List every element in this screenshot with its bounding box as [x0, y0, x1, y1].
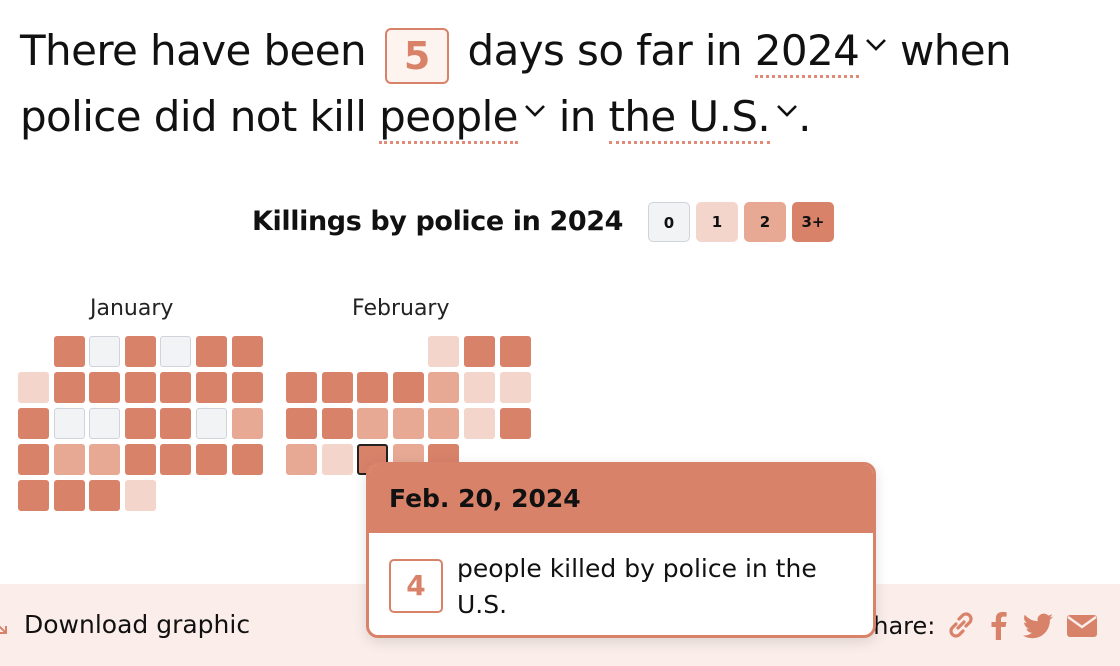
subject-dropdown[interactable]: people [379, 92, 546, 144]
day-cell-jan-15[interactable] [53, 408, 85, 439]
tooltip-description: people killed by police in the U.S. [457, 554, 817, 619]
day-cell-jan-29[interactable] [53, 480, 85, 511]
day-cell-jan-9[interactable] [89, 372, 121, 403]
month-label-february: February [352, 296, 450, 321]
day-cell-feb-5[interactable] [321, 372, 353, 403]
day-tooltip: Feb. 20, 2024 4 people killed by police … [366, 462, 876, 638]
headline-period: . [798, 92, 811, 141]
day-cell-jan-21[interactable] [18, 444, 49, 475]
tooltip-date: Feb. 20, 2024 [369, 465, 873, 533]
download-icon [0, 620, 8, 634]
day-cell-jan-30[interactable] [89, 480, 121, 511]
place-dropdown[interactable]: the U.S. [608, 92, 799, 144]
day-cell-jan-26[interactable] [196, 444, 227, 475]
day-count-badge: 5 [384, 28, 449, 84]
day-cell-jan-1[interactable] [53, 336, 85, 367]
day-cell-jan-3[interactable] [124, 336, 156, 367]
year-dropdown[interactable]: 2024 [754, 26, 888, 78]
legend: Killings by police in 2024 0 1 2 3+ [0, 202, 1120, 242]
download-graphic-button[interactable]: Download graphic [24, 610, 251, 639]
day-cell-jan-31[interactable] [124, 480, 156, 511]
day-cell-jan-6[interactable] [231, 336, 263, 367]
day-cell-jan-13[interactable] [231, 372, 263, 403]
day-cell-feb-1[interactable] [428, 336, 460, 367]
twitter-icon[interactable] [1020, 608, 1056, 642]
day-cell-jan-17[interactable] [124, 408, 156, 439]
day-cell-jan-14[interactable] [18, 408, 49, 439]
day-cell-feb-6[interactable] [357, 372, 389, 403]
headline-text-1: There have been [20, 26, 367, 75]
chevron-down-icon [776, 99, 798, 121]
legend-title: Killings by police in 2024 [252, 206, 624, 237]
day-cell-feb-11[interactable] [286, 408, 317, 439]
day-cell-feb-12[interactable] [321, 408, 353, 439]
day-cell-feb-9[interactable] [464, 372, 495, 403]
day-cell-feb-2[interactable] [464, 336, 495, 367]
day-cell-jan-11[interactable] [160, 372, 192, 403]
headline-text-4: police did not kill [20, 92, 367, 141]
tooltip-count-badge: 4 [389, 559, 443, 613]
day-cell-feb-4[interactable] [286, 372, 317, 403]
day-cell-jan-12[interactable] [196, 372, 227, 403]
headline: There have been 5 days so far in 2024 wh… [20, 18, 1110, 150]
day-cell-feb-17[interactable] [499, 408, 531, 439]
place-dropdown-value: the U.S. [608, 92, 771, 144]
day-cell-jan-16[interactable] [89, 408, 121, 439]
day-cell-feb-13[interactable] [357, 408, 389, 439]
day-cell-jan-22[interactable] [53, 444, 85, 475]
day-cell-jan-27[interactable] [231, 444, 263, 475]
day-cell-jan-18[interactable] [160, 408, 192, 439]
legend-item-0: 0 [648, 202, 690, 242]
day-cell-jan-5[interactable] [196, 336, 227, 367]
legend-item-2: 2 [744, 202, 786, 242]
day-cell-feb-15[interactable] [428, 408, 460, 439]
facebook-icon[interactable] [984, 608, 1014, 642]
day-cell-jan-28[interactable] [18, 480, 49, 511]
legend-item-1: 1 [696, 202, 738, 242]
day-cell-feb-16[interactable] [464, 408, 495, 439]
headline-text-2: days so far in [467, 26, 743, 75]
year-dropdown-value: 2024 [754, 26, 860, 78]
day-cell-jan-10[interactable] [124, 372, 156, 403]
day-cell-feb-10[interactable] [499, 372, 531, 403]
day-cell-jan-4[interactable] [160, 336, 192, 367]
day-cell-jan-24[interactable] [124, 444, 156, 475]
day-cell-jan-20[interactable] [231, 408, 263, 439]
day-cell-jan-23[interactable] [89, 444, 121, 475]
chevron-down-icon [865, 33, 887, 55]
day-cell-feb-7[interactable] [392, 372, 424, 403]
headline-text-5: in [558, 92, 597, 141]
legend-item-3plus: 3+ [792, 202, 834, 242]
chevron-down-icon [524, 99, 546, 121]
day-cell-feb-18[interactable] [286, 444, 317, 475]
day-cell-jan-25[interactable] [160, 444, 192, 475]
day-cell-jan-2[interactable] [89, 336, 121, 367]
link-icon[interactable] [944, 608, 978, 642]
day-cell-jan-8[interactable] [53, 372, 85, 403]
day-cell-feb-14[interactable] [392, 408, 424, 439]
day-cell-feb-3[interactable] [499, 336, 531, 367]
subject-dropdown-value: people [379, 92, 519, 144]
day-cell-feb-8[interactable] [428, 372, 460, 403]
day-cell-jan-19[interactable] [196, 408, 227, 439]
email-icon[interactable] [1064, 608, 1100, 642]
day-cell-feb-19[interactable] [321, 444, 353, 475]
month-label-january: January [90, 296, 174, 321]
headline-text-3: when [900, 26, 1012, 75]
day-cell-jan-7[interactable] [18, 372, 49, 403]
